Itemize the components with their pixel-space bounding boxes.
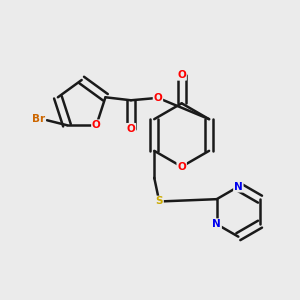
Text: Br: Br [32, 114, 45, 124]
Text: N: N [212, 219, 221, 229]
Text: O: O [177, 70, 186, 80]
Text: O: O [154, 93, 162, 103]
Text: S: S [155, 196, 163, 206]
Text: N: N [234, 182, 243, 192]
Text: O: O [177, 162, 186, 172]
Text: O: O [92, 120, 101, 130]
Text: O: O [127, 124, 135, 134]
